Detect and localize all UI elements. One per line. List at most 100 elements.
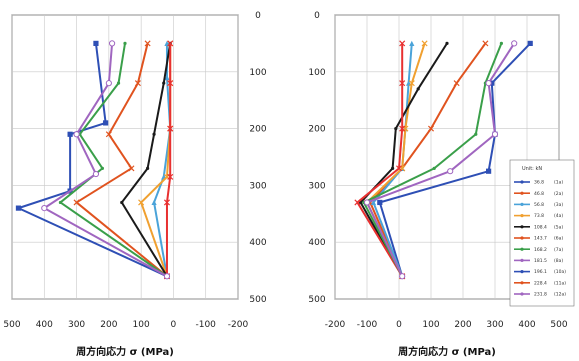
legend-marker <box>520 247 524 251</box>
legend-label: 46.8 <box>534 191 544 197</box>
data-point <box>399 125 406 132</box>
x-tick-label: -100 <box>195 320 216 330</box>
series-line <box>153 43 172 277</box>
legend-label: 168.2 <box>534 247 547 253</box>
legend-note: (12a) <box>554 292 566 298</box>
legend-marker <box>520 180 524 184</box>
legend-label: 181.5 <box>534 258 547 264</box>
data-point <box>399 40 406 47</box>
data-point <box>152 132 156 136</box>
legend-note: (4a) <box>554 213 563 219</box>
x-tick-label: 100 <box>422 320 439 330</box>
x-tick-label: 300 <box>486 320 503 330</box>
x-tick-label: -200 <box>325 320 346 330</box>
data-point <box>482 40 489 47</box>
data-point <box>391 166 395 170</box>
data-point <box>395 165 403 172</box>
legend: Unit: kN 36.8 (1a) 46.8 (2a) 56.8 (3a) 73.8 (4a)… <box>509 159 575 307</box>
data-point <box>409 40 415 46</box>
data-point <box>499 41 503 46</box>
data-point <box>354 199 361 206</box>
data-point <box>93 40 99 46</box>
series-line <box>356 43 404 277</box>
legend-item: 73.8 (4a) <box>514 213 563 219</box>
x-tick-label: 0 <box>396 320 402 330</box>
data-point <box>167 173 174 180</box>
legend-item: 231.8 (12a) <box>514 292 566 298</box>
legend-note: (7a) <box>554 247 563 253</box>
series-line <box>75 43 168 278</box>
x-tick-label: -100 <box>357 320 378 330</box>
data-point <box>108 40 116 47</box>
data-point <box>489 80 495 86</box>
series-2 <box>73 40 170 280</box>
legend-note: (6a) <box>554 236 563 242</box>
legend-note: (5a) <box>554 224 563 230</box>
legend-item: 108.4 (5a) <box>514 224 563 230</box>
legend-label: 73.8 <box>534 213 544 219</box>
x-tick-label: 500 <box>3 320 20 330</box>
legend-label: 36.8 <box>534 180 544 186</box>
legend-marker <box>520 191 524 195</box>
data-point <box>162 81 166 85</box>
data-point <box>164 74 170 81</box>
y-tick-label: 100 <box>249 68 266 78</box>
legend-label: 108.4 <box>534 224 547 230</box>
x-tick-label: -200 <box>228 320 249 330</box>
data-point <box>408 80 415 87</box>
data-point <box>167 80 174 87</box>
data-point <box>511 40 518 47</box>
legend-marker <box>520 236 524 240</box>
data-point <box>394 127 398 131</box>
x-tick-label: 200 <box>454 320 471 330</box>
series-8 <box>363 40 518 280</box>
x-tick-label: 100 <box>133 320 150 330</box>
data-point <box>73 131 80 138</box>
legend-note: (10a) <box>554 269 566 275</box>
series-line <box>120 43 172 277</box>
legend-marker <box>520 225 524 229</box>
legend-box <box>509 159 575 307</box>
data-point <box>58 200 63 205</box>
legend-item: 168.2 (7a) <box>514 247 563 253</box>
data-point <box>421 40 428 47</box>
y-tick-label: 400 <box>249 238 266 248</box>
data-point <box>123 41 127 46</box>
y-tick-label: 100 <box>308 68 325 78</box>
x-tick-label: 500 <box>550 320 567 330</box>
data-point <box>399 80 406 87</box>
x-axis-title: 周方向応力 σ (MPa) <box>76 345 174 358</box>
data-point <box>445 41 449 46</box>
legend-title: Unit: kN <box>522 166 542 172</box>
data-point <box>427 125 435 132</box>
legend-marker <box>520 281 524 285</box>
series-line <box>362 43 503 277</box>
data-point <box>41 205 48 212</box>
y-tick-label: 0 <box>314 11 320 21</box>
data-point <box>105 80 112 87</box>
data-point <box>92 170 100 178</box>
x-tick-label: 200 <box>100 320 117 330</box>
data-point <box>146 166 150 170</box>
legend-label: 231.8 <box>534 292 547 298</box>
legend-marker <box>520 214 524 218</box>
data-point <box>432 166 436 170</box>
legend-item: 196.1 (10a) <box>514 269 566 275</box>
legend-label: 56.8 <box>534 202 544 208</box>
legend-item: 228.4 (11a) <box>514 280 566 286</box>
legend-item: 143.7 (6a) <box>514 236 563 242</box>
legend-note: (1a) <box>554 180 563 186</box>
data-point <box>167 125 174 132</box>
data-point <box>485 80 492 87</box>
data-point <box>138 199 145 206</box>
data-point <box>120 200 124 205</box>
legend-item: 181.5 (8a) <box>514 258 563 264</box>
series-line <box>369 42 487 277</box>
series-line <box>17 43 168 278</box>
data-point <box>474 132 478 136</box>
data-point <box>399 273 406 280</box>
legend-marker <box>520 270 524 274</box>
legend-note: (8a) <box>554 258 563 264</box>
